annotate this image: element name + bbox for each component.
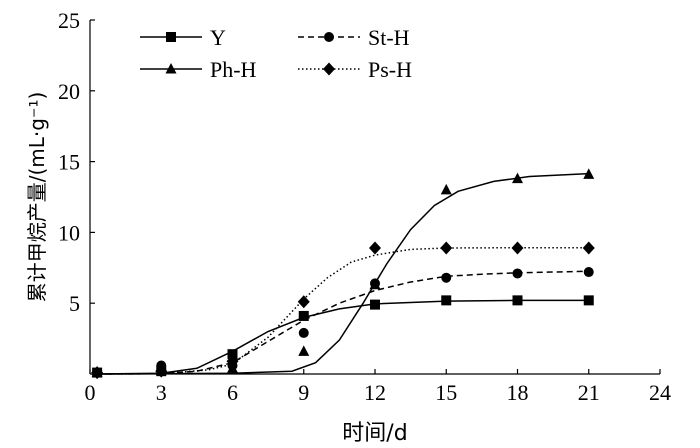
data-point-y-3 bbox=[298, 310, 309, 321]
fit-curve-st-h bbox=[97, 270, 589, 375]
data-point-st-h-6 bbox=[512, 268, 523, 279]
x-tick-label: 6 bbox=[227, 380, 238, 405]
x-tick-label: 18 bbox=[507, 380, 529, 405]
data-point-ph-h-7 bbox=[583, 168, 595, 179]
data-point-y-4 bbox=[370, 299, 380, 310]
x-tick-label: 12 bbox=[364, 380, 386, 405]
legend-label-ps-h: Ps-H bbox=[368, 57, 412, 82]
data-point-ps-h-7 bbox=[582, 241, 595, 255]
data-point-y-2 bbox=[227, 349, 238, 360]
legend-label-st-h: St-H bbox=[368, 25, 410, 50]
data-point-y-6 bbox=[512, 295, 523, 306]
data-point-ph-h-6 bbox=[512, 172, 523, 184]
legend-marker-y bbox=[166, 32, 176, 42]
y-tick-label: 15 bbox=[58, 150, 80, 175]
data-point-st-h-7 bbox=[583, 267, 594, 278]
x-tick-label: 21 bbox=[578, 380, 600, 405]
data-point-ps-h-6 bbox=[511, 241, 524, 255]
legend-label-ph-h: Ph-H bbox=[210, 57, 257, 82]
fit-curve-y bbox=[97, 299, 589, 375]
data-point-ph-h-4 bbox=[369, 278, 381, 290]
x-tick-label: 24 bbox=[649, 380, 671, 405]
x-tick-label: 15 bbox=[435, 380, 457, 405]
x-tick-label: 0 bbox=[85, 380, 96, 405]
data-point-st-h-5 bbox=[441, 272, 452, 283]
fit-curve-ps-h bbox=[97, 246, 589, 375]
data-point-y-5 bbox=[441, 295, 452, 306]
y-tick-label: 10 bbox=[58, 220, 80, 245]
data-point-ph-h-5 bbox=[440, 183, 452, 195]
legend: Y St-H Ph-H Ps-H bbox=[140, 25, 412, 82]
x-tick-label: 3 bbox=[156, 380, 167, 405]
data-point-ps-h-2 bbox=[226, 354, 239, 368]
data-point-ph-h-3 bbox=[298, 345, 310, 356]
legend-marker-ps-h bbox=[323, 62, 335, 76]
y-tick-label: 20 bbox=[58, 79, 80, 104]
legend-label-y: Y bbox=[210, 25, 226, 50]
legend-marker-ph-h bbox=[165, 63, 177, 74]
data-point-ps-h-3 bbox=[297, 295, 310, 309]
data-point-ps-h-4 bbox=[369, 241, 381, 255]
x-tick-label: 9 bbox=[298, 380, 309, 405]
data-point-y-7 bbox=[583, 295, 594, 306]
x-axis-title: 时间/d bbox=[342, 421, 407, 446]
y-tick-label: 5 bbox=[69, 291, 80, 316]
axes: 0 3 6 9 12 15 18 21 24 5 10 15 20 25 时间/d 累计甲烷产量/(mL·g⁻… bbox=[25, 8, 671, 446]
plot-marks bbox=[91, 168, 595, 380]
data-point-st-h-3 bbox=[298, 327, 309, 338]
y-tick-label: 25 bbox=[58, 8, 80, 33]
fit-curve-ph-h bbox=[97, 172, 589, 375]
y-axis-title: 累计甲烷产量/(mL·g⁻¹) bbox=[25, 92, 49, 303]
legend-marker-st-h bbox=[324, 32, 334, 42]
data-point-ps-h-0 bbox=[91, 366, 104, 380]
data-point-ps-h-5 bbox=[440, 241, 453, 255]
